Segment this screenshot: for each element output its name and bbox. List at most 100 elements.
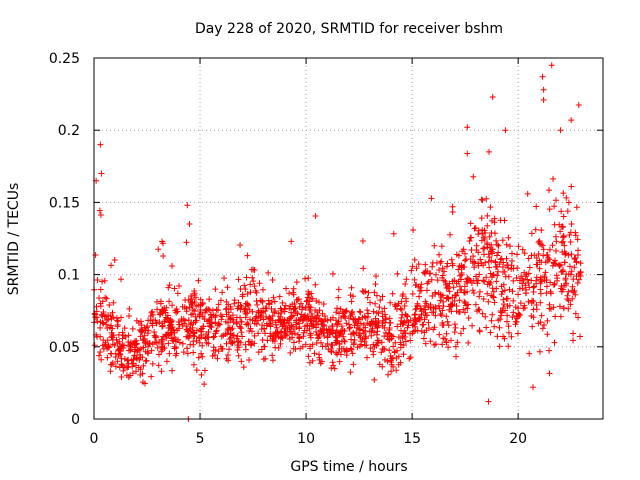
- data-point: [246, 357, 253, 364]
- data-point: [278, 309, 285, 316]
- data-point: [372, 300, 379, 307]
- data-point: [533, 254, 540, 261]
- data-point: [575, 276, 582, 283]
- data-point: [443, 295, 450, 302]
- data-point: [387, 299, 394, 306]
- data-point: [245, 301, 252, 308]
- data-point: [480, 251, 487, 258]
- data-point: [139, 326, 146, 333]
- data-point: [375, 322, 382, 329]
- data-point: [224, 284, 231, 291]
- data-point: [387, 352, 394, 359]
- data-point: [249, 317, 256, 324]
- data-point: [257, 312, 264, 319]
- data-point: [329, 270, 336, 277]
- data-point: [568, 183, 575, 190]
- data-point: [391, 349, 398, 356]
- data-point: [455, 278, 462, 285]
- data-point: [441, 268, 448, 275]
- data-point: [96, 207, 103, 214]
- data-point: [365, 289, 372, 296]
- data-point: [506, 286, 513, 293]
- data-point: [369, 325, 376, 332]
- data-point: [571, 264, 578, 271]
- data-point: [515, 291, 522, 298]
- data-point: [499, 237, 506, 244]
- data-point: [495, 249, 502, 256]
- data-point: [378, 339, 385, 346]
- data-point: [549, 242, 556, 249]
- data-point: [515, 243, 522, 250]
- data-point: [223, 340, 230, 347]
- data-point: [356, 315, 363, 322]
- data-point: [398, 298, 405, 305]
- data-point: [402, 329, 409, 336]
- data-point: [470, 258, 477, 265]
- data-point: [428, 195, 435, 202]
- data-point: [542, 269, 549, 276]
- data-point: [242, 314, 249, 321]
- data-point: [316, 351, 322, 358]
- data-point: [253, 298, 260, 305]
- data-point: [504, 312, 511, 319]
- data-point: [99, 298, 106, 305]
- data-point: [337, 351, 344, 358]
- data-point: [174, 290, 181, 297]
- data-point: [462, 250, 469, 257]
- data-point: [364, 294, 371, 301]
- data-point: [408, 267, 415, 274]
- data-point: [476, 327, 483, 334]
- data-point: [372, 281, 379, 288]
- data-point: [190, 306, 197, 313]
- data-point: [145, 327, 152, 334]
- data-point: [320, 321, 327, 328]
- data-point: [556, 262, 563, 269]
- data-point: [233, 335, 240, 342]
- data-point: [508, 265, 515, 272]
- data-point: [378, 349, 385, 356]
- data-point: [390, 343, 397, 350]
- data-point: [97, 349, 104, 356]
- data-point: [358, 338, 365, 345]
- data-point: [420, 306, 427, 313]
- data-point: [313, 318, 320, 325]
- data-point: [117, 351, 124, 358]
- data-point: [436, 331, 443, 338]
- data-point: [487, 204, 494, 211]
- data-point: [512, 304, 519, 311]
- data-point: [452, 324, 459, 331]
- data-point: [166, 298, 173, 305]
- data-point: [97, 286, 104, 293]
- data-point: [470, 289, 477, 296]
- data-point: [94, 318, 101, 325]
- data-point: [103, 295, 110, 302]
- data-point: [192, 319, 199, 326]
- chart-title: Day 228 of 2020, SRMTID for receiver bsh…: [195, 21, 503, 37]
- data-point: [455, 266, 462, 273]
- data-point: [565, 199, 572, 206]
- data-point: [547, 305, 554, 312]
- data-point: [504, 318, 511, 325]
- data-point: [415, 261, 422, 268]
- data-point: [448, 256, 455, 263]
- data-point: [575, 247, 582, 254]
- data-point: [99, 278, 106, 285]
- data-point: [252, 318, 259, 325]
- data-point: [438, 293, 445, 300]
- data-point: [574, 236, 581, 243]
- data-point: [386, 336, 393, 343]
- data-point: [206, 320, 213, 327]
- data-point: [536, 265, 543, 272]
- data-point: [453, 251, 460, 258]
- data-point: [148, 373, 155, 380]
- data-point: [436, 251, 443, 258]
- data-point: [212, 319, 219, 326]
- data-point: [465, 339, 472, 346]
- data-point: [368, 332, 375, 339]
- data-point: [524, 276, 531, 283]
- x-tick-label: 20: [509, 431, 527, 447]
- data-point: [347, 345, 354, 352]
- data-point: [192, 294, 199, 301]
- data-point: [304, 312, 311, 319]
- data-point: [510, 309, 517, 316]
